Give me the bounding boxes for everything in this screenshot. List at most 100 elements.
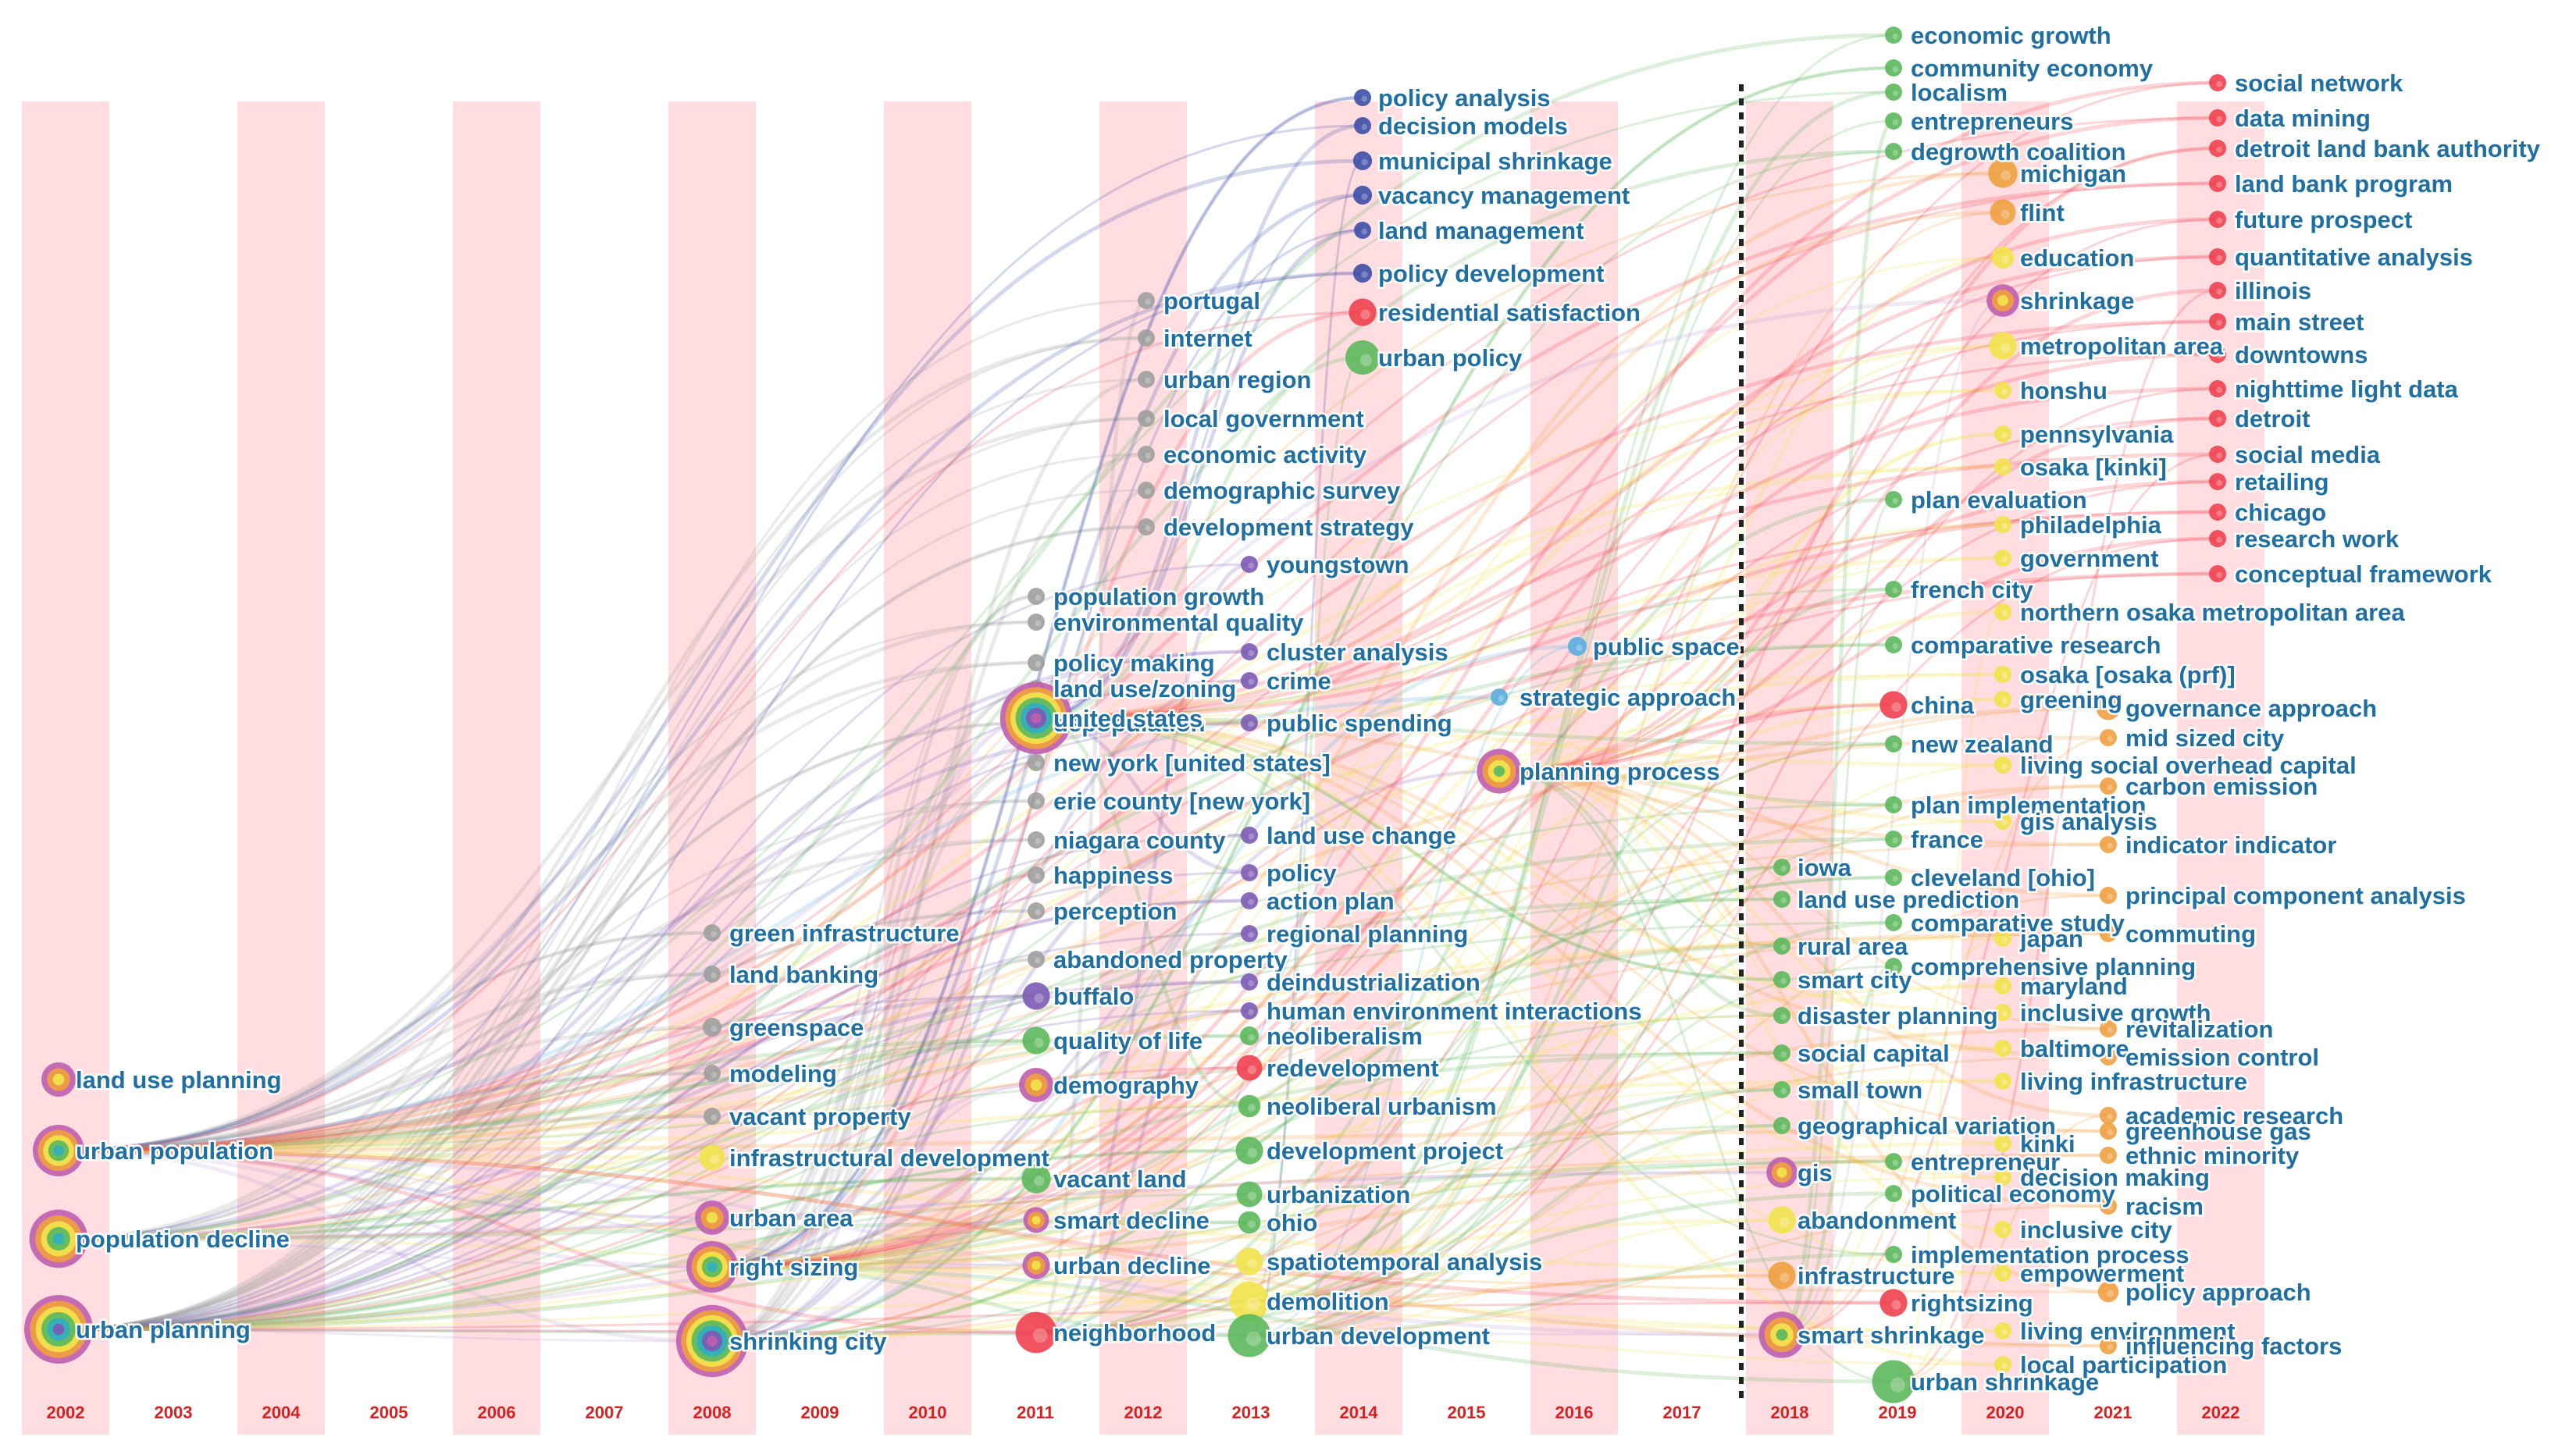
node-disaster-planning[interactable]: [1773, 1007, 1790, 1024]
node-shrinkage[interactable]: [1986, 284, 2019, 317]
node-main-street[interactable]: [2209, 313, 2226, 330]
node-infrastructural-development[interactable]: [699, 1144, 725, 1171]
node-demographic-survey[interactable]: [1138, 482, 1155, 499]
node-racism[interactable]: [2100, 1197, 2117, 1215]
node-french-city[interactable]: [1885, 581, 1902, 598]
node-commuting[interactable]: [2100, 925, 2117, 942]
node-neighborhood[interactable]: [1015, 1311, 1057, 1354]
node-modeling[interactable]: [704, 1065, 721, 1082]
node-regional-planning[interactable]: [1241, 925, 1258, 942]
node-community-economy[interactable]: [1885, 59, 1902, 76]
node-policy-development[interactable]: [1352, 263, 1373, 283]
node-kinki[interactable]: [1994, 1135, 2011, 1152]
node-neoliberal-urbanism[interactable]: [1238, 1094, 1261, 1118]
node-shrinking-city[interactable]: [675, 1304, 749, 1378]
node-abandonment[interactable]: [1768, 1206, 1796, 1234]
node-detroit[interactable]: [2209, 410, 2226, 427]
node-infrastructure[interactable]: [1768, 1261, 1796, 1290]
node-plan-evaluation[interactable]: [1885, 491, 1902, 508]
node-rural-area[interactable]: [1773, 937, 1790, 955]
node-gis-analysis[interactable]: [1994, 813, 2011, 830]
node-vacant-property[interactable]: [704, 1108, 721, 1125]
node-policy-making[interactable]: [1028, 654, 1045, 671]
node-academic-research[interactable]: [2100, 1107, 2117, 1124]
node-data-mining[interactable]: [2209, 109, 2226, 126]
node-empowerment[interactable]: [1994, 1265, 2011, 1282]
node-influencing-factors[interactable]: [2100, 1337, 2117, 1354]
node-human-environment-interactions[interactable]: [1241, 1002, 1258, 1019]
node-policy-analysis[interactable]: [1354, 89, 1371, 106]
node-entrepreneur[interactable]: [1885, 1153, 1902, 1170]
node-degrowth-coalition[interactable]: [1885, 143, 1902, 160]
node-china[interactable]: [1879, 691, 1908, 719]
node-entrepreneurs[interactable]: [1885, 112, 1902, 130]
node-internet[interactable]: [1138, 329, 1155, 347]
node-iowa[interactable]: [1773, 859, 1790, 876]
node-local-government[interactable]: [1138, 410, 1155, 427]
node-deindustrialization[interactable]: [1241, 973, 1258, 991]
node-social-network[interactable]: [2209, 74, 2226, 91]
node-policy[interactable]: [1241, 864, 1258, 881]
node-baltimore[interactable]: [1994, 1040, 2011, 1057]
node-research-work[interactable]: [2209, 530, 2226, 547]
node-strategic-approach[interactable]: [1491, 688, 1508, 706]
node-economic-growth[interactable]: [1885, 27, 1902, 44]
node-development-strategy[interactable]: [1138, 518, 1155, 535]
node-inclusive-growth[interactable]: [1994, 1004, 2011, 1021]
node-spatiotemporal-analysis[interactable]: [1235, 1247, 1263, 1275]
node-downtowns[interactable]: [2209, 346, 2226, 363]
node-neoliberalism[interactable]: [1239, 1026, 1259, 1046]
node-public-spending[interactable]: [1241, 714, 1258, 731]
node-comparative-study[interactable]: [1885, 914, 1902, 931]
node-happiness[interactable]: [1028, 866, 1045, 884]
node-abandoned-property[interactable]: [1028, 951, 1045, 968]
node-crime[interactable]: [1241, 672, 1258, 689]
node-greenhouse-gas[interactable]: [2100, 1122, 2117, 1140]
node-urban-decline[interactable]: [1022, 1251, 1050, 1279]
node-inclusive-city[interactable]: [1994, 1221, 2011, 1238]
node-united-states[interactable]: [999, 681, 1073, 755]
node-social-capital[interactable]: [1773, 1044, 1790, 1062]
node-greenspace[interactable]: [702, 1017, 722, 1037]
node-japan[interactable]: [1994, 930, 2011, 947]
node-portugal[interactable]: [1138, 292, 1155, 309]
node-living-social-overhead-capital[interactable]: [1994, 756, 2011, 774]
node-osaka-osaka-prf-[interactable]: [1994, 666, 2011, 683]
node-mid-sized-city[interactable]: [2100, 729, 2117, 746]
node-smart-city[interactable]: [1773, 971, 1790, 988]
node-honshu[interactable]: [1994, 382, 2011, 399]
node-land-banking[interactable]: [704, 966, 721, 983]
node-conceptual-framework[interactable]: [2209, 565, 2226, 582]
node-urban-region[interactable]: [1138, 371, 1155, 388]
node-illinois[interactable]: [2209, 282, 2226, 299]
node-new-york-united-states-[interactable]: [1028, 754, 1045, 771]
node-living-infrastructure[interactable]: [1994, 1073, 2011, 1090]
node-decision-making[interactable]: [1994, 1169, 2011, 1186]
node-smart-decline[interactable]: [1023, 1207, 1049, 1233]
node-smart-shrinkage[interactable]: [1758, 1311, 1805, 1358]
node-population-decline[interactable]: [29, 1209, 88, 1268]
node-geographical-variation[interactable]: [1773, 1117, 1790, 1134]
node-social-media[interactable]: [2209, 446, 2226, 463]
node-demolition[interactable]: [1229, 1281, 1270, 1322]
node-vacancy-management[interactable]: [1352, 185, 1373, 205]
node-urban-area[interactable]: [695, 1201, 729, 1235]
node-land-use-prediction[interactable]: [1773, 891, 1790, 908]
node-chicago[interactable]: [2209, 503, 2226, 521]
node-economic-activity[interactable]: [1138, 446, 1155, 463]
node-land-management[interactable]: [1354, 222, 1371, 239]
node-metropolitan-area[interactable]: [1989, 332, 2017, 360]
node-detroit-land-bank-authority[interactable]: [2209, 140, 2226, 157]
node-michigan[interactable]: [1988, 158, 2018, 188]
node-comprehensive-planning[interactable]: [1885, 958, 1902, 975]
node-plan-implementation[interactable]: [1885, 796, 1902, 813]
node-niagara-county[interactable]: [1028, 831, 1045, 848]
node-decision-models[interactable]: [1354, 117, 1371, 134]
node-flint[interactable]: [1990, 199, 2016, 226]
node-green-infrastructure[interactable]: [704, 924, 721, 941]
node-buffalo[interactable]: [1022, 982, 1050, 1010]
node-ethnic-minority[interactable]: [2100, 1147, 2117, 1164]
node-public-space[interactable]: [1567, 636, 1587, 656]
node-gis[interactable]: [1766, 1157, 1797, 1188]
node-ohio[interactable]: [1238, 1211, 1261, 1234]
